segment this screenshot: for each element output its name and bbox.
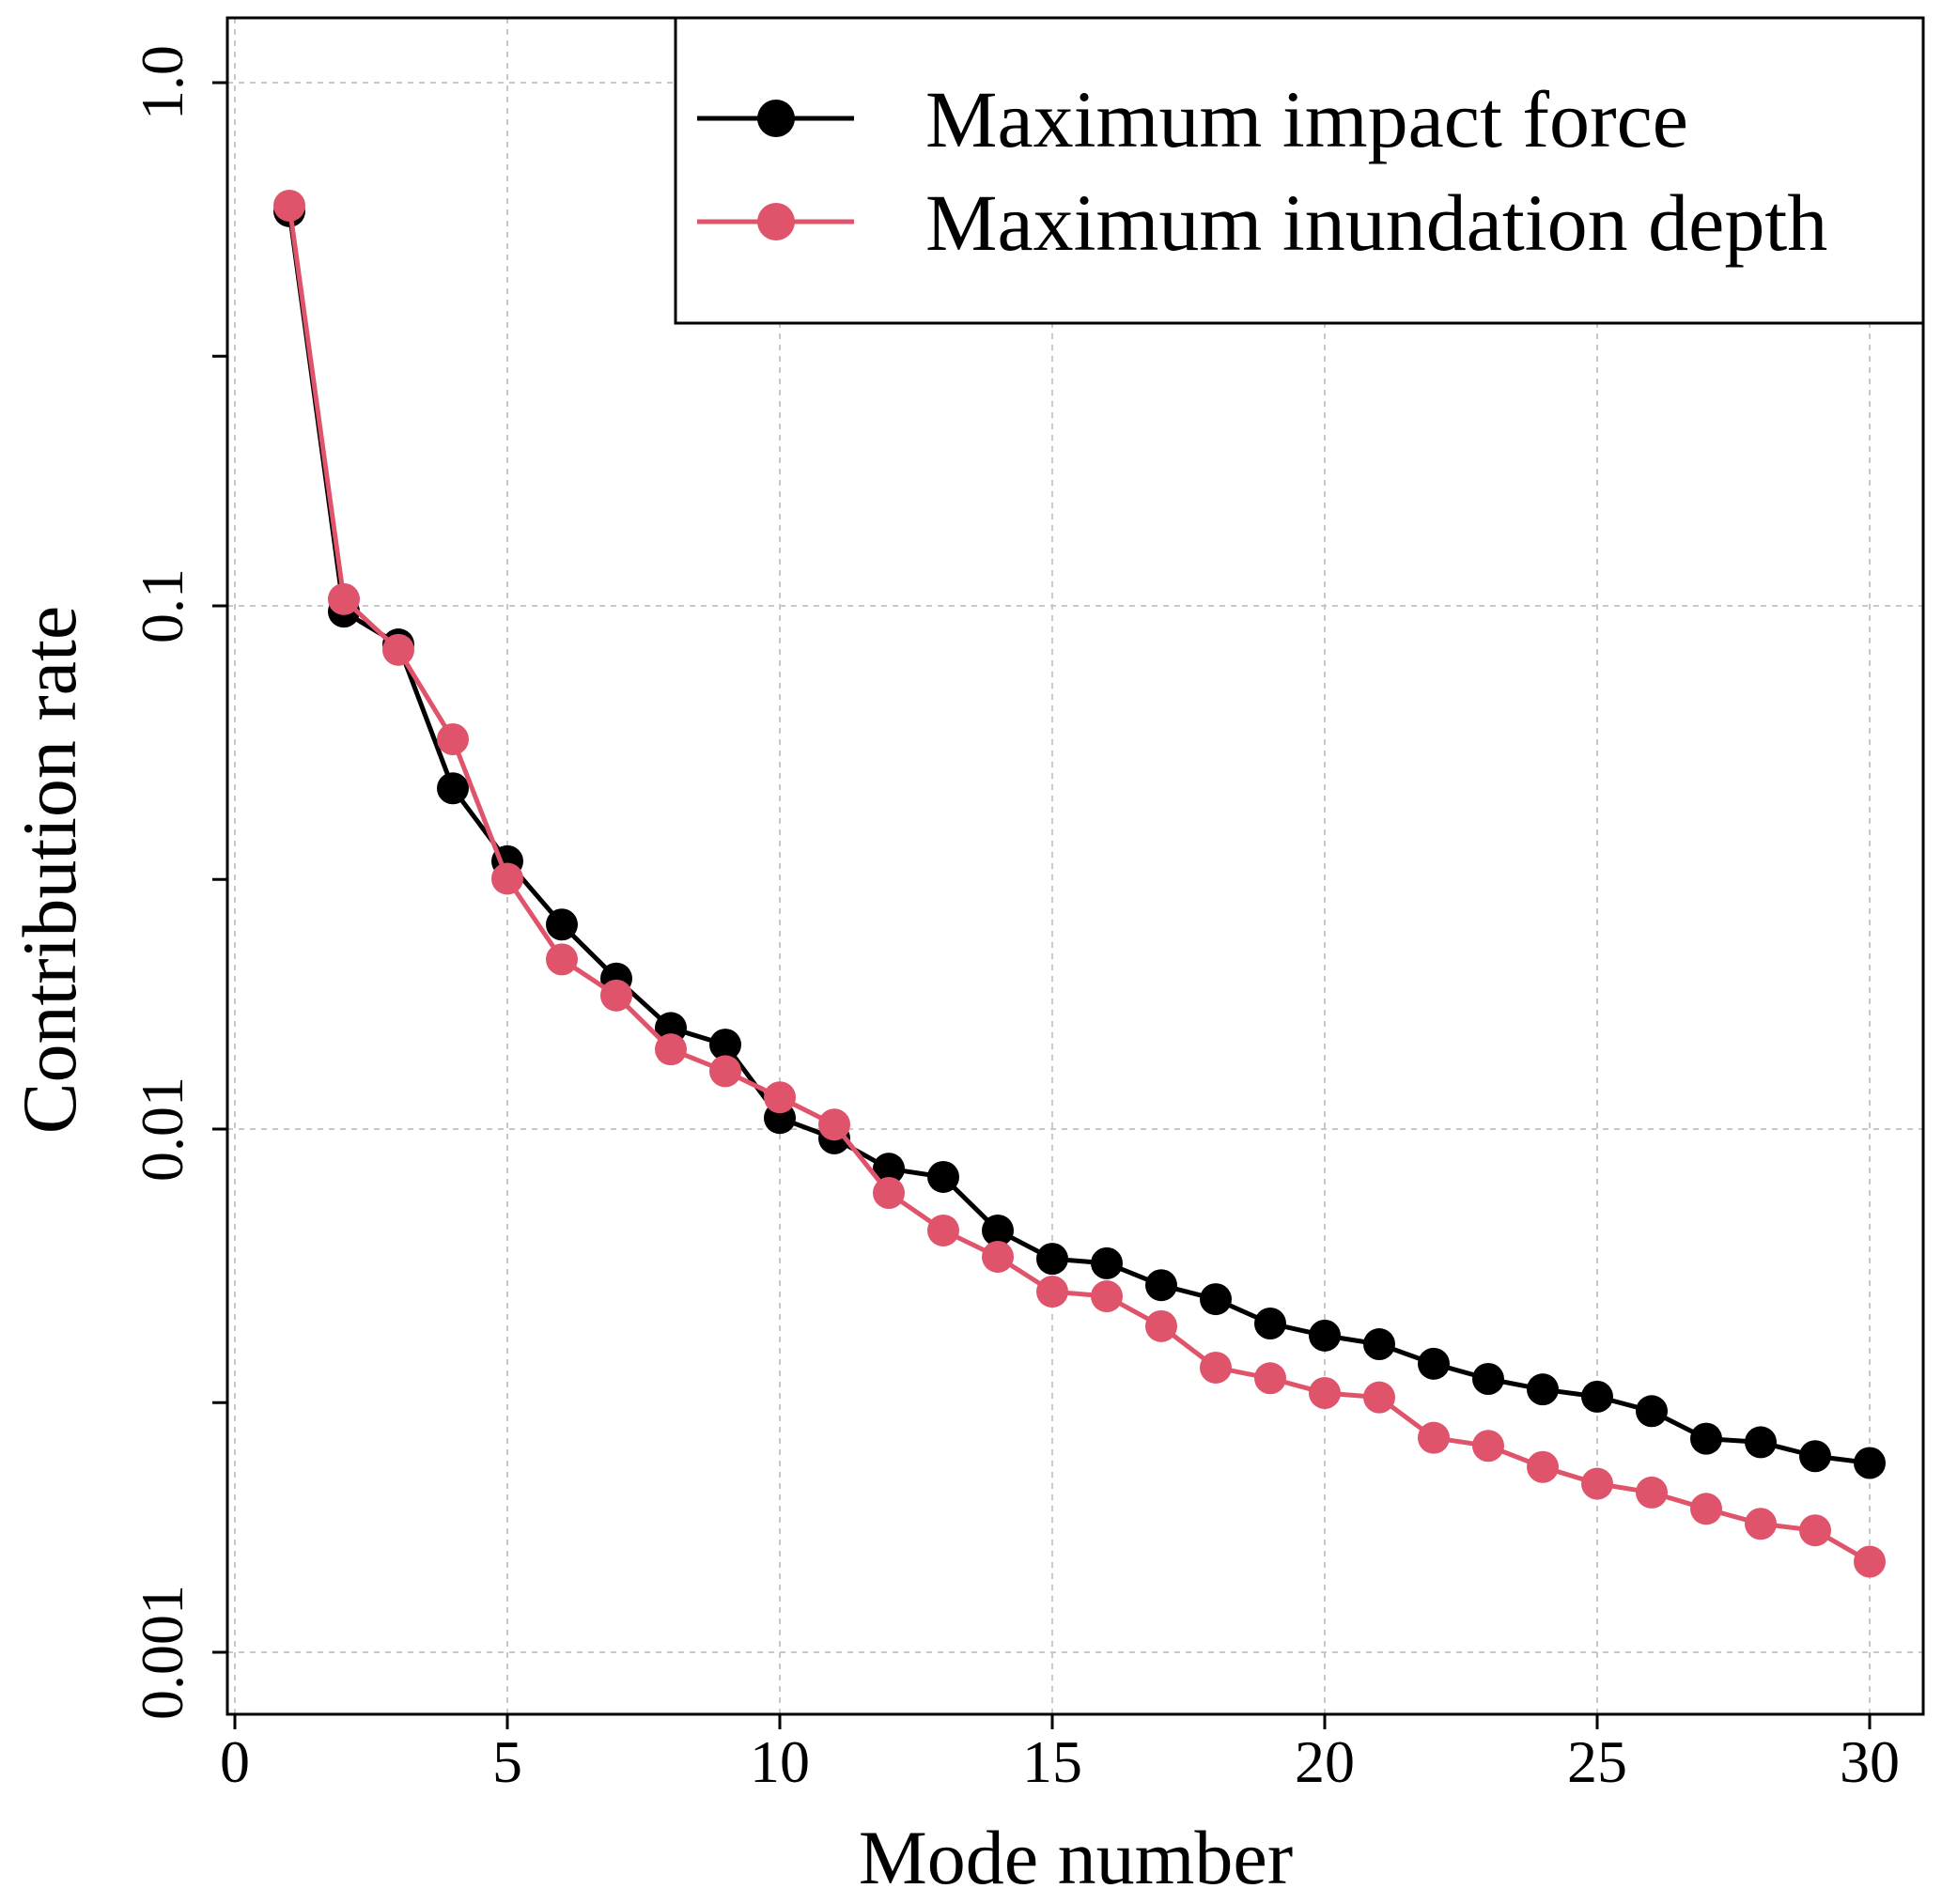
- y-tick-label: 0.001: [129, 1585, 195, 1720]
- data-point: [1200, 1351, 1232, 1384]
- data-point: [1527, 1450, 1559, 1483]
- data-point: [927, 1160, 959, 1193]
- data-point: [1309, 1319, 1341, 1352]
- x-tick-label: 5: [492, 1728, 522, 1795]
- data-point: [1745, 1508, 1777, 1540]
- series-impact-force: [273, 194, 1886, 1479]
- x-tick-label: 25: [1567, 1728, 1627, 1795]
- data-point: [600, 979, 632, 1012]
- data-point: [818, 1108, 850, 1141]
- y-tick-label: 0.01: [129, 1076, 195, 1182]
- series-inundation-depth: [273, 189, 1886, 1578]
- data-point: [873, 1153, 905, 1185]
- data-point: [1036, 1276, 1068, 1308]
- data-point: [1854, 1447, 1886, 1479]
- data-point: [1145, 1269, 1177, 1302]
- data-point: [764, 1081, 796, 1114]
- data-point: [1200, 1283, 1232, 1316]
- data-point: [1854, 1545, 1886, 1578]
- data-point: [546, 908, 578, 941]
- x-axis-title: Mode number: [859, 1815, 1293, 1900]
- series-line: [287, 210, 1871, 1465]
- data-point: [1254, 1362, 1286, 1395]
- axes: 0 5 10 15 20 25 30 0.001 0.01 0.1 1.0: [129, 45, 1900, 1795]
- data-point: [273, 189, 305, 222]
- data-point: [328, 582, 360, 615]
- data-point: [709, 1029, 741, 1061]
- data-point: [1418, 1421, 1450, 1454]
- data-point: [437, 722, 469, 755]
- x-tick-label: 15: [1022, 1728, 1082, 1795]
- data-point: [1363, 1381, 1395, 1414]
- legend: Maximum impact force Maximum inundation d…: [674, 16, 1925, 325]
- legend-item: Maximum inundation depth: [697, 178, 1827, 268]
- data-point: [1418, 1347, 1450, 1380]
- data-point: [1091, 1246, 1123, 1279]
- data-point: [1799, 1440, 1831, 1473]
- data-point: [1363, 1328, 1395, 1361]
- y-axis-title: Contribution rate: [7, 606, 92, 1135]
- data-point: [1145, 1309, 1177, 1342]
- data-point: [1091, 1280, 1123, 1313]
- data-point: [1254, 1307, 1286, 1339]
- data-point: [1472, 1430, 1504, 1463]
- data-point: [709, 1055, 741, 1088]
- y-tick-label: 1.0: [129, 45, 195, 120]
- data-point: [1581, 1380, 1613, 1413]
- legend-box: [674, 16, 1925, 325]
- legend-label: Maximum impact force: [925, 74, 1688, 164]
- data-point: [546, 943, 578, 976]
- data-point: [982, 1214, 1014, 1246]
- data-point: [1690, 1422, 1722, 1455]
- data-point: [1472, 1362, 1504, 1395]
- legend-marker: [757, 203, 795, 240]
- x-tick-label: 0: [220, 1728, 250, 1795]
- data-point: [437, 772, 469, 805]
- data-point: [873, 1176, 905, 1209]
- data-point: [1690, 1493, 1722, 1525]
- data-point: [982, 1240, 1014, 1273]
- data-point: [1527, 1373, 1559, 1406]
- data-point: [1309, 1376, 1341, 1409]
- y-tick-label: 0.1: [129, 568, 195, 643]
- data-point: [927, 1214, 959, 1246]
- legend-item: Maximum impact force: [697, 74, 1688, 164]
- data-point: [1036, 1243, 1068, 1276]
- data-point: [382, 633, 414, 666]
- x-tick-label: 30: [1840, 1728, 1900, 1795]
- data-point: [1745, 1426, 1777, 1459]
- x-tick-label: 10: [750, 1728, 810, 1795]
- x-tick-label: 20: [1295, 1728, 1355, 1795]
- legend-label: Maximum inundation depth: [925, 178, 1827, 268]
- data-point: [1799, 1514, 1831, 1547]
- data-point: [655, 1033, 687, 1066]
- series-layer: [273, 189, 1886, 1578]
- data-point: [1636, 1395, 1668, 1428]
- data-point: [1581, 1467, 1613, 1500]
- legend-marker: [757, 100, 795, 137]
- data-point: [491, 862, 523, 895]
- data-point: [1636, 1476, 1668, 1509]
